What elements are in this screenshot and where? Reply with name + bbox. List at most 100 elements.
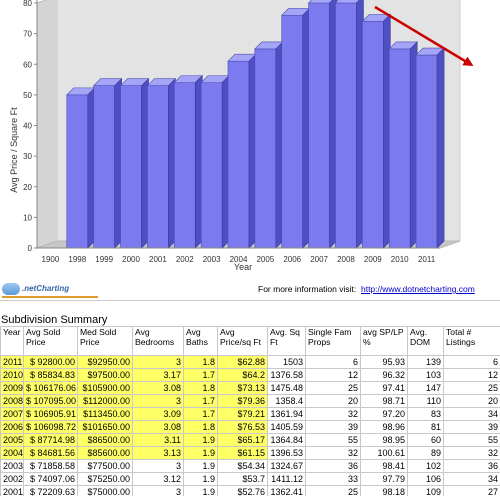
table-cell: 27 bbox=[443, 485, 500, 496]
x-tick-label: 2011 bbox=[418, 255, 436, 264]
table-cell: 1361.94 bbox=[267, 407, 306, 421]
table-cell: 2009 bbox=[0, 381, 24, 395]
table-cell: 55 bbox=[443, 433, 500, 447]
table-cell: $ 106098.72 bbox=[23, 420, 78, 434]
info-link[interactable]: http://www.dotnetcharting.com bbox=[360, 284, 475, 294]
table-cell: $ 92800.00 bbox=[23, 355, 78, 369]
table-row: 2011 $ 92800.00 $92950.00 3 1.8 $62.88 1503 6 95… bbox=[0, 355, 500, 369]
y-axis: 0 10 20 30 40 50 60 70 80 bbox=[23, 0, 38, 253]
x-tick-label: 2010 bbox=[391, 255, 409, 264]
table-cell: 109 bbox=[407, 485, 444, 496]
table-cell: 2007 bbox=[0, 407, 24, 421]
x-tick-label: 1999 bbox=[95, 255, 113, 264]
table-cell: $65.17 bbox=[217, 433, 268, 447]
y-tick-label: 70 bbox=[23, 30, 32, 39]
table-cell: $92950.00 bbox=[77, 355, 133, 369]
table-cell: 98.71 bbox=[360, 394, 408, 408]
table-cell: $ 71858.58 bbox=[23, 459, 78, 473]
logo-underline bbox=[2, 296, 98, 298]
table-cell: 96.32 bbox=[360, 368, 408, 382]
table-cell: 3.08 bbox=[132, 381, 184, 395]
table-cell: 1475.48 bbox=[267, 381, 306, 395]
table-cell: 98.41 bbox=[360, 459, 408, 473]
table-cell: 20 bbox=[443, 394, 500, 408]
table-cell: 97.41 bbox=[360, 381, 408, 395]
table-cell: 6 bbox=[443, 355, 500, 369]
table-cell: $75000.00 bbox=[77, 485, 133, 496]
table-cell: $85600.00 bbox=[77, 446, 133, 460]
bar bbox=[119, 77, 150, 249]
x-axis-label: Year bbox=[234, 262, 252, 272]
table-cell: $ 85834.83 bbox=[23, 368, 78, 382]
table-cell: 103 bbox=[407, 368, 444, 382]
table-cell: $ 106176.06 bbox=[23, 381, 78, 395]
table-cell: 6 bbox=[305, 355, 361, 369]
y-tick-label: 20 bbox=[23, 183, 32, 192]
info-text: For more information visit: http://www.d… bbox=[258, 284, 475, 294]
table-cell: 1.8 bbox=[183, 381, 218, 395]
table-row: 2001 $ 72209.63 $75000.00 3 1.9 $52.76 1362.41… bbox=[0, 485, 500, 496]
x-tick-label: 2003 bbox=[203, 255, 221, 264]
table-cell: $79.36 bbox=[217, 394, 268, 408]
table-row: 2003 $ 71858.58 $77500.00 3 1.9 $54.34 1324.67… bbox=[0, 459, 500, 473]
table-row: 2009 $ 106176.06 $105900.00 3.08 1.8 $73.13 14… bbox=[0, 381, 500, 395]
bar bbox=[334, 0, 364, 249]
table-cell: 33 bbox=[305, 472, 361, 486]
table-cell: 39 bbox=[443, 420, 500, 434]
table-cell: 2010 bbox=[0, 368, 24, 382]
table-cell: 3 bbox=[132, 459, 184, 473]
table-cell: $112000.00 bbox=[77, 394, 133, 408]
bar bbox=[200, 74, 230, 249]
table-cell: 3.13 bbox=[132, 446, 184, 460]
table-cell: 3 bbox=[132, 355, 184, 369]
table-cell: $ 84681.56 bbox=[23, 446, 78, 460]
table-cell: 3 bbox=[132, 394, 184, 408]
x-tick-label: 2004 bbox=[230, 255, 248, 264]
table-cell: 106 bbox=[407, 472, 444, 486]
table-cell: $53.7 bbox=[217, 472, 268, 486]
bar bbox=[307, 0, 337, 249]
bar bbox=[146, 77, 177, 249]
table-cell: $76.53 bbox=[217, 420, 268, 434]
y-axis-label: Avg Price / Square Ft bbox=[9, 107, 19, 193]
column-header: Avg. DOM bbox=[407, 326, 444, 356]
table-cell: $97500.00 bbox=[77, 368, 133, 382]
table-cell: 1.7 bbox=[183, 394, 218, 408]
table-cell: $52.76 bbox=[217, 485, 268, 496]
table-cell: 2011 bbox=[0, 355, 24, 369]
bubble-icon bbox=[2, 283, 20, 295]
table-cell: 25 bbox=[305, 381, 361, 395]
table-cell: 34 bbox=[443, 472, 500, 486]
table-cell: $113450.00 bbox=[77, 407, 133, 421]
x-tick-label: 2005 bbox=[256, 255, 274, 264]
price-per-sqft-chart: 0 10 20 30 40 50 60 70 80 1900 1998 1999 2000 2001 20… bbox=[9, 0, 474, 272]
table-cell: $ 107095.00 bbox=[23, 394, 78, 408]
table-cell: $79.21 bbox=[217, 407, 268, 421]
table-cell: 98.96 bbox=[360, 420, 408, 434]
bar bbox=[92, 77, 123, 249]
bar bbox=[173, 74, 203, 249]
dotnetcharting-logo[interactable]: .netCharting bbox=[2, 282, 98, 298]
table-cell: 2006 bbox=[0, 420, 24, 434]
table-header-row: Year Avg Sold Price Med Sold Price Avg Bedr… bbox=[0, 326, 500, 356]
y-tick-label: 0 bbox=[28, 244, 33, 253]
table-body: 2011 $ 92800.00 $92950.00 3 1.8 $62.88 1503 6 95… bbox=[0, 355, 500, 496]
table-cell: $ 87714.98 bbox=[23, 433, 78, 447]
y-tick-label: 30 bbox=[23, 152, 32, 161]
bar bbox=[66, 87, 96, 249]
table-cell: 1.8 bbox=[183, 355, 218, 369]
table-cell: 2003 bbox=[0, 459, 24, 473]
x-tick-label: 2001 bbox=[149, 255, 167, 264]
side-wall bbox=[36, 0, 58, 249]
table-cell: 110 bbox=[407, 394, 444, 408]
table-cell: $75250.00 bbox=[77, 472, 133, 486]
table-cell: 83 bbox=[407, 407, 444, 421]
table-cell: 55 bbox=[305, 433, 361, 447]
bar bbox=[281, 7, 311, 249]
table-cell: 98.18 bbox=[360, 485, 408, 496]
table-row: 2010 $ 85834.83 $97500.00 3.17 1.7 $64.2 1376.… bbox=[0, 368, 500, 382]
y-tick-label: 10 bbox=[23, 213, 32, 222]
table-row: 2004 $ 84681.56 $85600.00 3.13 1.9 $61.15 1396… bbox=[0, 446, 500, 460]
column-header: Avg Baths bbox=[183, 326, 218, 356]
table-cell: 2004 bbox=[0, 446, 24, 460]
